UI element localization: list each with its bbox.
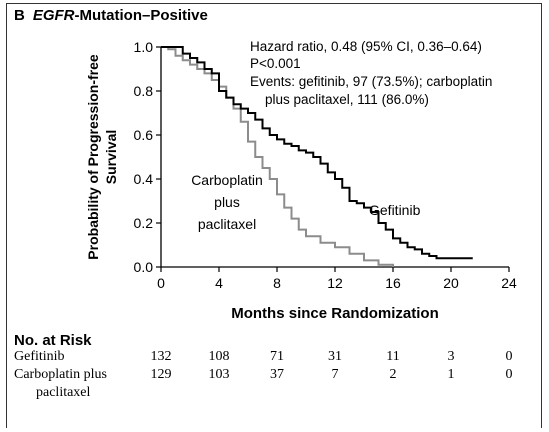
y-axis-label-line1: Probability of Progression-free: [85, 54, 101, 260]
y-tick-label: 0.8: [134, 83, 154, 99]
stats-annotation-line: P<0.001: [250, 56, 301, 71]
stats-annotation-line: Hazard ratio, 0.48 (95% CI, 0.36–0.64): [250, 39, 482, 54]
panel-title: B EGFR-Mutation–Positive: [14, 7, 208, 24]
carboplatin-curve-label: Carboplatin: [191, 172, 263, 188]
x-axis-label: Months since Randomization: [231, 305, 439, 322]
gefitinib-curve-label: Gefitinib: [369, 202, 421, 218]
panel-title-italic: EGFR: [32, 7, 75, 24]
stats-annotation-line: Events: gefitinib, 97 (73.5%); carboplat…: [250, 74, 492, 89]
carboplatin-curve-label: paclitaxel: [198, 216, 256, 232]
carboplatin-curve-label: plus: [214, 194, 240, 210]
x-tick-label: 24: [501, 275, 517, 291]
y-tick-label: 0.2: [134, 215, 154, 231]
chart-labels: Months since Randomization Probability of…: [85, 39, 492, 322]
chart-axes: 0.0 0.2 0.4 0.6 0.8 1.0 0 4 8 12 16 20 24: [134, 39, 517, 291]
carboplatin-plus-paclitaxel-curve: [161, 46, 394, 267]
stats-annotation-line: plus paclitaxel, 111 (86.0%): [265, 92, 429, 107]
y-axis-label-line2: Survival: [103, 130, 119, 184]
x-tick-label: 20: [443, 275, 459, 291]
x-tick-label: 16: [385, 275, 401, 291]
y-tick-label: 1.0: [134, 39, 154, 55]
x-tick-label: 4: [215, 275, 223, 291]
x-tick-label: 12: [327, 275, 343, 291]
gefitinib-curve: [161, 46, 473, 260]
survival-curves: [161, 46, 473, 267]
panel-title-rest: -Mutation–Positive: [74, 7, 208, 24]
x-tick-label: 8: [273, 275, 281, 291]
panel-letter: B: [14, 7, 25, 24]
y-axis-label: Probability of Progression-free Survival: [85, 54, 119, 260]
x-tick-label: 0: [157, 275, 165, 291]
y-tick-label: 0.4: [134, 171, 154, 187]
y-tick-label: 0.0: [134, 259, 154, 275]
y-tick-label: 0.6: [134, 127, 154, 143]
figure-frame: [6, 3, 542, 428]
